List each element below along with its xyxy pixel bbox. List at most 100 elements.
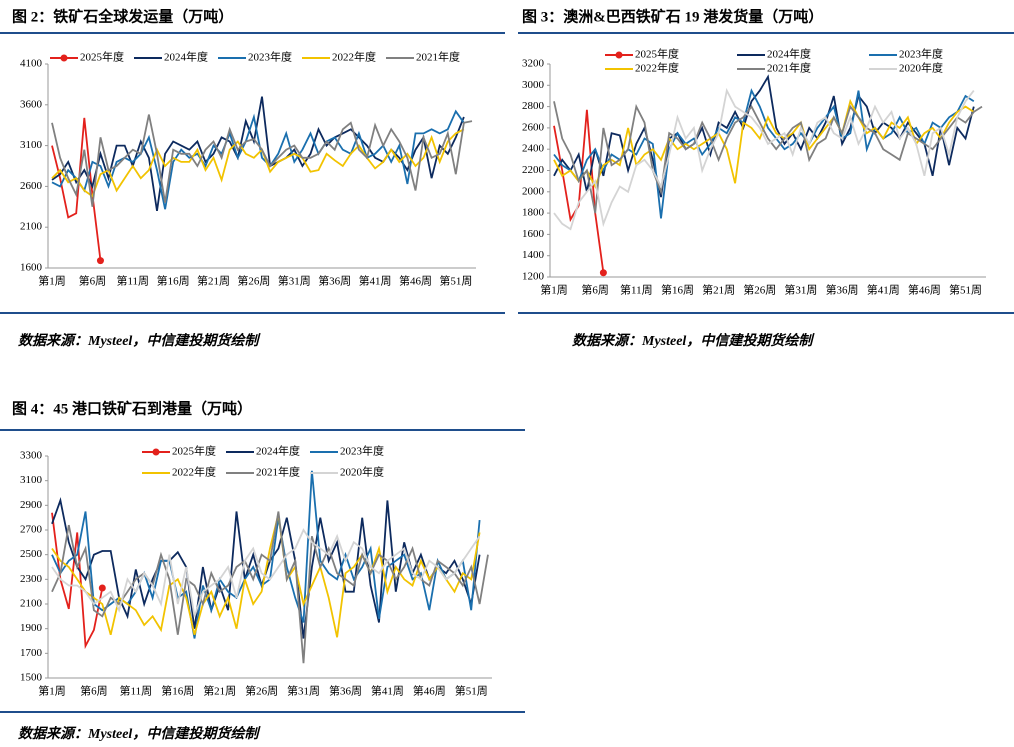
y-tick-label: 3200 <box>522 58 545 70</box>
end-marker <box>98 584 106 592</box>
x-tick-label: 第41周 <box>371 684 404 698</box>
figure-title: 图 3：澳洲&巴西铁矿石 19 港发货量（万吨） <box>522 7 823 25</box>
y-tick-label: 2000 <box>522 185 545 197</box>
x-tick-label: 第26周 <box>237 274 270 288</box>
series-line <box>553 88 975 219</box>
series-line <box>51 513 481 638</box>
legend-label: 2022年度 <box>332 50 376 64</box>
legend-label: 2020年度 <box>899 61 943 75</box>
y-tick-label: 3100 <box>20 139 43 151</box>
legend-label: 2023年度 <box>340 444 384 458</box>
x-tick-label: 第11周 <box>116 274 149 288</box>
x-tick-label: 第26周 <box>743 283 776 297</box>
y-tick-label: 2600 <box>20 180 43 192</box>
x-tick-label: 第1周 <box>38 684 66 698</box>
y-tick-label: 3300 <box>20 450 43 462</box>
y-tick-label: 3000 <box>522 79 545 91</box>
legend-label: 2023年度 <box>899 47 943 61</box>
series-line <box>51 128 465 198</box>
x-tick-label: 第16周 <box>661 283 694 297</box>
x-tick-label: 第11周 <box>620 283 653 297</box>
series-line <box>553 98 975 189</box>
source-note: 数据来源：Mysteel，中信建投期货绘制 <box>572 332 815 349</box>
legend-label: 2020年度 <box>340 465 384 479</box>
legend-label: 2025年度 <box>635 47 679 61</box>
x-tick-label: 第6周 <box>581 283 609 297</box>
end-marker <box>599 269 607 277</box>
x-tick-label: 第46周 <box>413 684 446 698</box>
x-tick-label: 第31周 <box>287 684 320 698</box>
x-tick-label: 第1周 <box>38 274 66 288</box>
series-line <box>51 528 481 617</box>
legend-label: 2025年度 <box>172 444 216 458</box>
y-tick-label: 2900 <box>20 499 43 511</box>
y-tick-label: 1800 <box>522 207 545 219</box>
x-tick-label: 第51周 <box>439 274 472 288</box>
x-tick-label: 第26周 <box>245 684 278 698</box>
x-tick-label: 第21周 <box>197 274 230 288</box>
series-line <box>553 87 975 231</box>
legend-marker <box>152 448 160 456</box>
x-tick-label: 第31周 <box>278 274 311 288</box>
y-tick-label: 2400 <box>522 143 545 155</box>
source-note: 数据来源：Mysteel，中信建投期货绘制 <box>18 725 261 742</box>
figure-title: 图 2：铁矿石全球发运量（万吨） <box>12 7 233 25</box>
legend-label: 2021年度 <box>416 50 460 64</box>
y-tick-label: 2500 <box>20 548 43 560</box>
x-tick-label: 第21周 <box>702 283 735 297</box>
x-tick-label: 第1周 <box>540 283 568 297</box>
legend-label: 2021年度 <box>767 61 811 75</box>
y-tick-label: 1500 <box>20 672 43 684</box>
x-tick-label: 第36周 <box>826 283 859 297</box>
y-tick-label: 1700 <box>20 647 43 659</box>
x-tick-label: 第6周 <box>80 684 108 698</box>
x-tick-label: 第51周 <box>949 283 982 297</box>
y-tick-label: 2800 <box>522 100 545 112</box>
legend-label: 2025年度 <box>80 50 124 64</box>
y-tick-label: 1200 <box>522 271 545 283</box>
x-tick-label: 第21周 <box>203 684 236 698</box>
series-line <box>51 109 465 210</box>
y-tick-label: 3600 <box>20 98 43 110</box>
y-tick-label: 1600 <box>522 228 545 240</box>
y-tick-label: 2600 <box>522 121 545 133</box>
legend-label: 2022年度 <box>172 465 216 479</box>
figure: 图 2：铁矿石全球发运量（万吨） 数据来源：Mysteel，中信建投期货绘制 160… <box>0 7 505 349</box>
x-tick-label: 第41周 <box>867 283 900 297</box>
figure: 图 3：澳洲&巴西铁矿石 19 港发货量（万吨） 数据来源：Mysteel，中信建… <box>518 7 1014 349</box>
source-note: 数据来源：Mysteel，中信建投期货绘制 <box>18 332 261 349</box>
x-tick-label: 第31周 <box>784 283 817 297</box>
y-tick-label: 3100 <box>20 474 43 486</box>
y-tick-label: 1900 <box>20 622 43 634</box>
legend-label: 2024年度 <box>767 47 811 61</box>
legend-marker <box>615 51 623 59</box>
legend-marker <box>60 54 68 62</box>
y-tick-label: 1400 <box>522 249 545 261</box>
x-tick-label: 第16周 <box>161 684 194 698</box>
figure: 图 4：45 港口铁矿石到港量（万吨） 数据来源：Mysteel，中信建投期货绘制… <box>0 399 525 742</box>
x-tick-label: 第11周 <box>120 684 153 698</box>
x-tick-label: 第46周 <box>908 283 941 297</box>
legend-label: 2024年度 <box>164 50 208 64</box>
y-tick-label: 4100 <box>20 58 43 70</box>
legend-label: 2024年度 <box>256 444 300 458</box>
x-tick-label: 第41周 <box>359 274 392 288</box>
x-tick-label: 第46周 <box>399 274 432 288</box>
end-marker <box>96 257 104 265</box>
series-line <box>51 511 489 664</box>
legend-label: 2023年度 <box>248 50 292 64</box>
y-tick-label: 1600 <box>20 262 43 274</box>
legend-label: 2022年度 <box>635 61 679 75</box>
x-tick-label: 第51周 <box>455 684 488 698</box>
y-tick-label: 2100 <box>20 221 43 233</box>
series-line <box>553 74 975 198</box>
x-tick-label: 第36周 <box>329 684 362 698</box>
legend-label: 2021年度 <box>256 465 300 479</box>
y-tick-label: 2200 <box>522 164 545 176</box>
x-tick-label: 第6周 <box>79 274 107 288</box>
x-tick-label: 第16周 <box>157 274 190 288</box>
y-tick-label: 2300 <box>20 573 43 585</box>
y-tick-label: 2100 <box>20 598 43 610</box>
y-tick-label: 2700 <box>20 524 43 536</box>
